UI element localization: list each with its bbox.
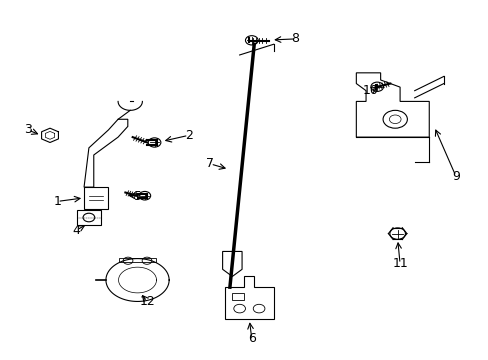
Text: 10: 10: [362, 84, 378, 97]
Text: 9: 9: [451, 170, 459, 183]
Text: 8: 8: [291, 32, 299, 45]
Bar: [77, 210, 101, 225]
Text: 11: 11: [391, 257, 407, 270]
Text: 2: 2: [184, 129, 192, 142]
Bar: [232, 293, 244, 300]
Text: 12: 12: [139, 295, 155, 308]
Text: 5: 5: [133, 190, 141, 203]
Bar: [118, 257, 156, 262]
Text: 6: 6: [247, 333, 255, 346]
Text: 7: 7: [206, 157, 214, 170]
Text: 1: 1: [53, 195, 61, 208]
Text: 4: 4: [73, 224, 81, 237]
Text: 3: 3: [24, 123, 32, 136]
